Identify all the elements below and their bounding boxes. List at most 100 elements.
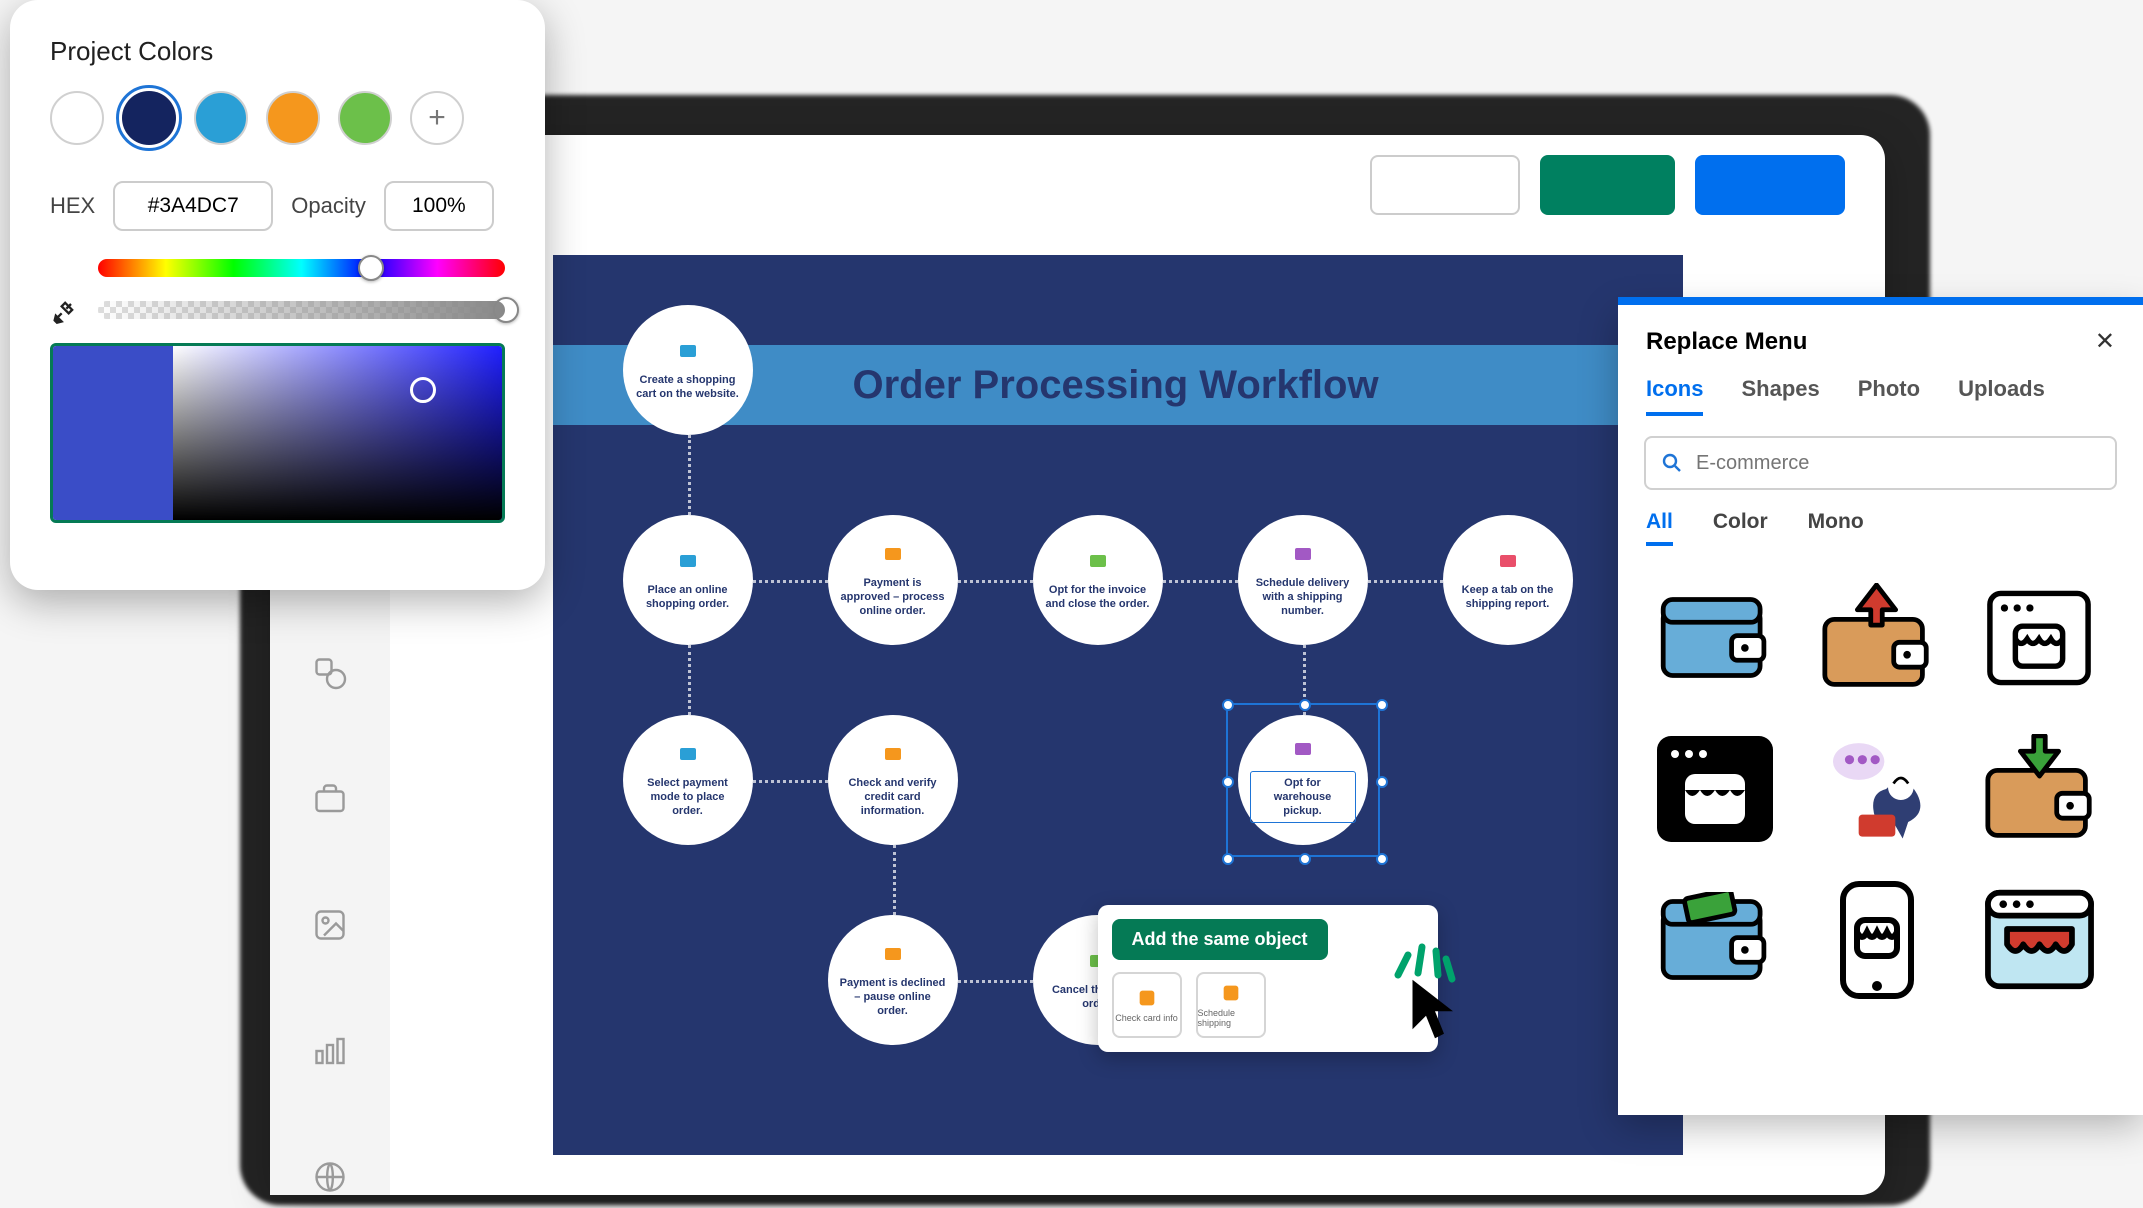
flow-node-label: Payment is declined – pause online order… [840,976,946,1019]
flow-node-label: Create a shopping cart on the website. [635,373,741,402]
hex-opacity-row: HEX Opacity [50,181,505,231]
flow-node[interactable]: Place an online shopping order. [623,515,753,645]
sv-current-color [53,346,173,520]
flow-connector [753,580,828,583]
add-swatch-button[interactable]: + [410,91,464,145]
topbar-button-blue[interactable] [1695,155,1845,215]
saturation-value-area[interactable] [50,343,505,523]
flow-node[interactable]: Payment is approved – process online ord… [828,515,958,645]
flow-node-icon [881,542,905,570]
icon-mobile-store[interactable] [1814,882,1939,997]
color-swatch[interactable] [122,91,176,145]
hex-input[interactable] [113,181,273,231]
hue-slider-thumb[interactable] [358,255,384,281]
flow-connector [1368,580,1443,583]
icon-wallet-tan-up[interactable] [1814,580,1939,695]
flow-node-label: Select payment mode to place order. [635,776,741,819]
hex-label: HEX [50,193,95,219]
replace-panel-title: Replace Menu [1646,328,1807,356]
replace-search[interactable] [1644,436,2117,490]
icon-store-window-black[interactable] [1652,731,1777,846]
flow-node-label: Keep a tab on the shipping report. [1455,583,1561,612]
flow-node-icon [1496,549,1520,577]
context-suggestion-panel: Add the same object Check card infoSchedu… [1098,905,1438,1052]
selection-handle[interactable] [1222,776,1234,788]
flow-node[interactable]: Select payment mode to place order. [623,715,753,845]
icon-wallet-blue[interactable] [1652,580,1777,695]
flow-connector [1163,580,1238,583]
icon-wallet-blue-cash[interactable] [1652,882,1777,997]
selection-handle[interactable] [1299,853,1311,865]
flowchart-canvas[interactable]: Order Processing Workflow Create a shopp… [553,255,1683,1155]
selection-frame[interactable] [1226,703,1380,857]
context-thumb[interactable]: Check card info [1112,972,1182,1038]
hue-slider[interactable] [98,259,505,277]
briefcase-icon[interactable] [309,781,351,817]
color-swatch[interactable] [194,91,248,145]
flow-node[interactable]: Keep a tab on the shipping report. [1443,515,1573,645]
sv-cursor[interactable] [410,377,436,403]
flow-node-label: Place an online shopping order. [635,583,741,612]
opacity-label: Opacity [291,193,366,219]
flow-node[interactable]: Create a shopping cart on the website. [623,305,753,435]
flow-connector [958,980,1033,983]
selection-handle[interactable] [1222,699,1234,711]
flow-connector [753,780,828,783]
topbar-button-outline[interactable] [1370,155,1520,215]
replace-filter-mono[interactable]: Mono [1808,510,1864,546]
flow-node-icon [1291,542,1315,570]
replace-filter-all[interactable]: All [1646,510,1673,546]
replace-tab-photo[interactable]: Photo [1858,376,1920,416]
color-swatch[interactable] [50,91,104,145]
flow-node[interactable]: Payment is declined – pause online order… [828,915,958,1045]
project-swatch-row: + [50,91,505,145]
search-icon [1660,451,1684,475]
replace-search-input[interactable] [1696,452,2101,475]
alpha-slider[interactable] [98,301,505,319]
opacity-input[interactable] [384,181,494,231]
icon-customer-thinking[interactable] [1814,731,1939,846]
selection-handle[interactable] [1376,776,1388,788]
flow-node-label: Schedule delivery with a shipping number… [1250,576,1356,619]
topbar-button-teal[interactable] [1540,155,1675,215]
globe-icon[interactable] [309,1159,351,1195]
flow-node-label: Check and verify credit card information… [840,776,946,819]
icon-store-window-app[interactable] [1977,580,2102,695]
replace-tab-shapes[interactable]: Shapes [1741,376,1819,416]
image-icon[interactable] [309,907,351,943]
color-panel-title: Project Colors [50,36,505,67]
chart-icon[interactable] [309,1033,351,1069]
replace-filter-color[interactable]: Color [1713,510,1768,546]
eyedropper-icon[interactable] [50,297,78,332]
color-swatch[interactable] [266,91,320,145]
flow-node-icon [676,549,700,577]
close-icon[interactable]: ✕ [2095,327,2115,356]
selection-handle[interactable] [1376,853,1388,865]
flow-node-label: Payment is approved – process online ord… [840,576,946,619]
selection-handle[interactable] [1222,853,1234,865]
selection-handle[interactable] [1299,699,1311,711]
flow-node-icon [1086,549,1110,577]
flow-node[interactable]: Schedule delivery with a shipping number… [1238,515,1368,645]
flow-node-icon [881,742,905,770]
shapes-icon[interactable] [309,655,351,691]
flow-node-icon [881,942,905,970]
alpha-slider-thumb[interactable] [493,297,519,323]
flow-title: Order Processing Workflow [853,363,1379,408]
flow-node-icon [676,339,700,367]
color-picker-panel: Project Colors + HEX Opacity [10,0,545,590]
icon-wallet-tan-down[interactable] [1977,731,2102,846]
flow-node-label: Opt for the invoice and close the order. [1045,583,1151,612]
replace-tab-icons[interactable]: Icons [1646,376,1703,416]
selection-handle[interactable] [1376,699,1388,711]
replace-tabs: Icons Shapes Photo Uploads [1618,366,2143,416]
flow-connector [688,645,691,715]
add-same-object-button[interactable]: Add the same object [1112,919,1328,960]
flow-node[interactable]: Check and verify credit card information… [828,715,958,845]
flow-node[interactable]: Opt for the invoice and close the order. [1033,515,1163,645]
click-accent-icon [1388,935,1458,990]
icon-app-window-awning[interactable] [1977,882,2102,997]
replace-tab-uploads[interactable]: Uploads [1958,376,2045,416]
color-swatch[interactable] [338,91,392,145]
context-thumb[interactable]: Schedule shipping [1196,972,1266,1038]
